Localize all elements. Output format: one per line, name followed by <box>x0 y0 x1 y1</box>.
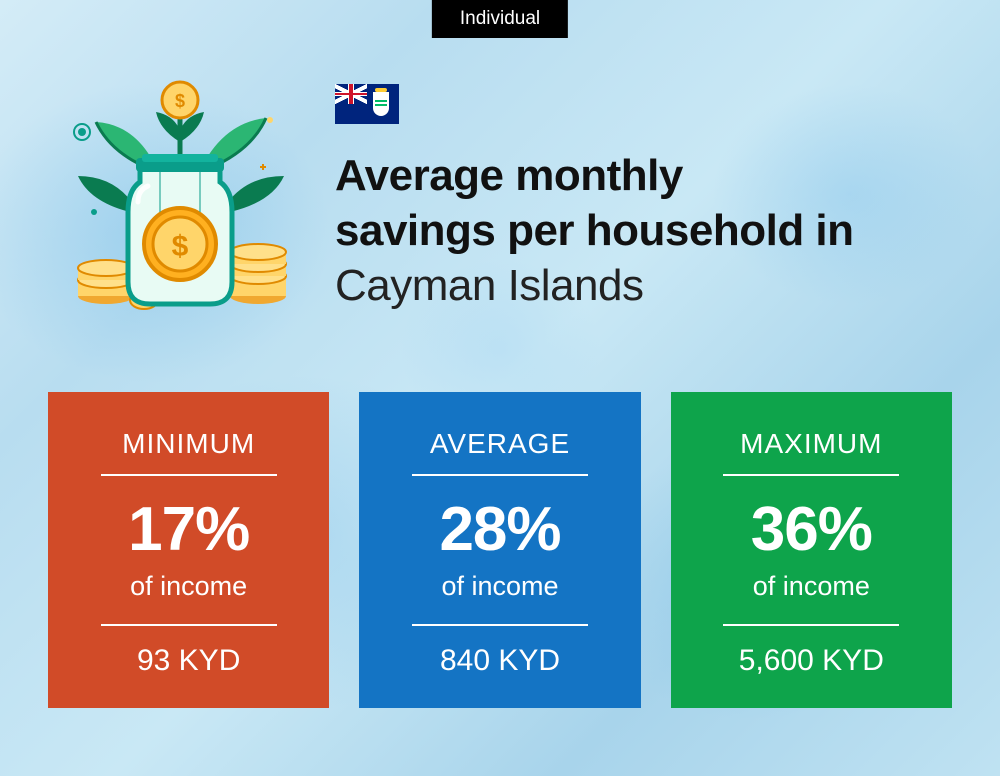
divider <box>723 624 899 626</box>
stat-card-maximum: MAXIMUM 36% of income 5,600 KYD <box>671 392 952 708</box>
card-label: AVERAGE <box>430 428 570 460</box>
stat-card-average: AVERAGE 28% of income 840 KYD <box>359 392 640 708</box>
divider <box>101 474 277 476</box>
divider <box>412 474 588 476</box>
savings-jar-illustration: $ <box>60 72 300 312</box>
card-percent: 28% <box>439 494 560 565</box>
country-flag-icon <box>335 84 399 124</box>
stat-cards-row: MINIMUM 17% of income 93 KYD AVERAGE 28%… <box>48 392 952 708</box>
divider <box>412 624 588 626</box>
header: $ <box>60 72 960 313</box>
card-amount: 840 KYD <box>440 644 560 678</box>
title-line-2: savings per household in <box>335 206 854 255</box>
divider <box>101 624 277 626</box>
page-title: Average monthly savings per household in… <box>335 148 854 313</box>
svg-text:$: $ <box>175 91 185 111</box>
card-subtext: of income <box>130 571 247 602</box>
title-line-1: Average monthly <box>335 151 683 200</box>
card-label: MAXIMUM <box>740 428 882 460</box>
stat-card-minimum: MINIMUM 17% of income 93 KYD <box>48 392 329 708</box>
card-subtext: of income <box>441 571 558 602</box>
card-percent: 17% <box>128 494 249 565</box>
title-country: Cayman Islands <box>335 261 643 310</box>
card-subtext: of income <box>753 571 870 602</box>
card-amount: 93 KYD <box>137 644 240 678</box>
divider <box>723 474 899 476</box>
card-label: MINIMUM <box>122 428 255 460</box>
card-amount: 5,600 KYD <box>739 644 884 678</box>
card-percent: 36% <box>751 494 872 565</box>
svg-text:$: $ <box>172 230 189 263</box>
title-section: Average monthly savings per household in… <box>335 72 854 313</box>
category-badge: Individual <box>432 0 568 38</box>
